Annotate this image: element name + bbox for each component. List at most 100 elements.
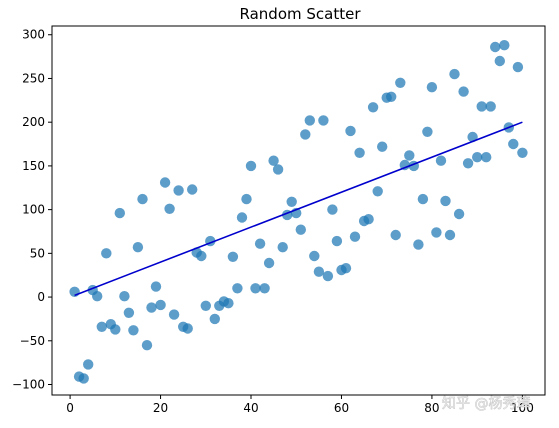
data-point bbox=[512, 61, 524, 73]
data-point bbox=[444, 229, 456, 241]
x-tick-label: 60 bbox=[334, 401, 349, 415]
data-point bbox=[69, 286, 80, 297]
data-point bbox=[462, 158, 474, 169]
data-point bbox=[399, 159, 410, 171]
data-point bbox=[173, 185, 184, 196]
data-point bbox=[159, 177, 171, 188]
y-tick-label: 150 bbox=[22, 159, 45, 173]
data-point bbox=[300, 129, 311, 140]
data-point bbox=[164, 203, 175, 214]
data-point bbox=[449, 68, 460, 80]
data-point bbox=[318, 115, 329, 126]
data-point bbox=[304, 115, 315, 126]
data-point bbox=[141, 340, 153, 351]
data-point bbox=[490, 41, 501, 53]
data-point bbox=[367, 102, 379, 113]
y-tick-label: −50 bbox=[20, 334, 45, 348]
data-point bbox=[150, 281, 162, 292]
data-point bbox=[259, 283, 270, 294]
data-point bbox=[187, 184, 198, 195]
data-point bbox=[453, 208, 465, 220]
data-point bbox=[168, 309, 180, 320]
data-point bbox=[83, 359, 94, 370]
data-point bbox=[499, 40, 510, 51]
data-point bbox=[372, 186, 383, 197]
data-point bbox=[295, 224, 306, 235]
data-point bbox=[96, 321, 108, 332]
data-point bbox=[232, 283, 243, 294]
data-point bbox=[417, 193, 429, 205]
x-tick-label: 40 bbox=[243, 401, 258, 415]
data-point bbox=[132, 242, 144, 253]
data-point bbox=[472, 152, 483, 163]
data-point bbox=[426, 82, 438, 93]
data-point bbox=[137, 193, 148, 205]
y-tick-label: 250 bbox=[22, 71, 45, 85]
data-point bbox=[209, 313, 220, 325]
y-tick-label: 100 bbox=[22, 203, 45, 217]
data-point bbox=[92, 291, 103, 302]
data-point bbox=[272, 164, 284, 175]
data-point bbox=[395, 77, 406, 89]
data-point bbox=[327, 204, 338, 215]
y-tick-label: 300 bbox=[22, 28, 45, 42]
data-point bbox=[431, 227, 442, 238]
data-point bbox=[309, 250, 320, 262]
x-tick-label: 80 bbox=[424, 401, 439, 415]
x-tick-label: 100 bbox=[511, 401, 534, 415]
data-point bbox=[286, 196, 297, 207]
data-point bbox=[377, 141, 388, 152]
data-point bbox=[254, 238, 266, 249]
data-point bbox=[413, 239, 424, 250]
data-point bbox=[241, 193, 252, 205]
axes-layer: 0 20 40 60 80 100 −100 −50 0 50 100 150 200 250 300 bbox=[12, 25, 546, 415]
fit-line bbox=[74, 121, 523, 297]
data-point bbox=[494, 55, 505, 67]
data-point bbox=[200, 300, 211, 311]
data-point bbox=[340, 263, 352, 274]
data-point bbox=[363, 214, 374, 225]
data-point bbox=[128, 325, 139, 336]
x-tick-label: 0 bbox=[66, 401, 74, 415]
data-point bbox=[481, 152, 492, 163]
data-point bbox=[119, 291, 130, 302]
data-point bbox=[435, 155, 447, 166]
data-point bbox=[236, 212, 248, 223]
data-point bbox=[268, 155, 279, 166]
data-point bbox=[354, 147, 365, 158]
data-point bbox=[110, 324, 121, 335]
watermark: 知乎 @杨秀璋 bbox=[442, 395, 530, 412]
data-point bbox=[508, 138, 519, 150]
data-point bbox=[313, 266, 325, 277]
y-tick-label: 50 bbox=[30, 246, 45, 260]
data-point bbox=[245, 160, 257, 172]
data-point bbox=[476, 101, 487, 112]
data-point bbox=[123, 307, 135, 318]
data-point bbox=[331, 235, 343, 247]
data-point bbox=[227, 251, 239, 262]
data-point bbox=[440, 195, 451, 207]
data-point bbox=[517, 147, 528, 158]
data-point bbox=[114, 207, 126, 219]
data-point bbox=[78, 373, 89, 384]
data-point bbox=[263, 257, 275, 269]
data-point bbox=[277, 242, 288, 253]
plot-frame bbox=[51, 25, 546, 396]
data-point bbox=[146, 302, 157, 313]
x-tick-label: 20 bbox=[153, 401, 168, 415]
data-point bbox=[458, 86, 469, 97]
y-tick-label: 0 bbox=[37, 290, 45, 304]
data-point bbox=[250, 283, 261, 294]
data-point bbox=[182, 323, 193, 334]
points-layer bbox=[69, 40, 528, 384]
data-point bbox=[345, 125, 356, 137]
data-point bbox=[155, 299, 166, 311]
fit-line-layer bbox=[74, 121, 523, 297]
data-point bbox=[485, 101, 496, 112]
data-point bbox=[223, 298, 234, 309]
data-point bbox=[196, 250, 207, 262]
y-tick-label: 200 bbox=[22, 115, 45, 129]
data-point bbox=[101, 248, 112, 259]
data-point bbox=[349, 231, 361, 242]
